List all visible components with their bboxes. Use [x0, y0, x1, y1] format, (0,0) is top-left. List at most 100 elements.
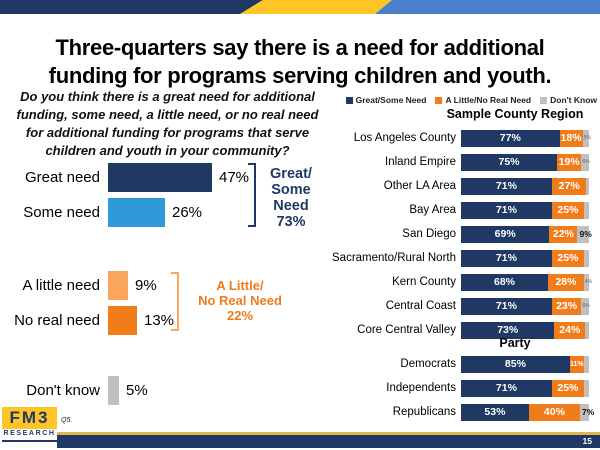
stacked-row-label: Sacramento/Rural North: [332, 252, 456, 264]
segment-great-value: 77%: [499, 132, 521, 144]
segment-great-value: 71%: [495, 252, 517, 264]
stacked-row-label: Other LA Area: [383, 180, 456, 192]
segment-little-noreal: [551, 380, 584, 397]
legend-label: Don't Know: [550, 95, 597, 105]
legend-item-little-noreal: A Little/No Real Need: [435, 95, 531, 105]
stacked-row-label: Central Coast: [385, 300, 456, 312]
segment-little-value: 25%: [557, 382, 579, 394]
stacked-row-label: Republicans: [392, 406, 456, 418]
segment-great-some: [461, 298, 552, 315]
stacked-row-label: Democrats: [400, 358, 456, 370]
survey-question-line: Do you think there is a great need for a…: [20, 89, 315, 104]
left-chart-bar: [108, 306, 137, 335]
banner-gold-stripe: [240, 0, 392, 14]
footer-gold-line: [57, 432, 600, 435]
segment-little-value: 11%: [570, 361, 584, 368]
stacked-row-label: Bay Area: [409, 204, 456, 216]
segment-great-some: [461, 404, 529, 421]
left-chart-category-label: A little need: [22, 277, 100, 294]
stacked-row-label: Kern County: [392, 276, 456, 288]
segment-dk-value: 7%: [582, 407, 595, 417]
segment-great-value: 85%: [504, 358, 526, 370]
segment-little-noreal: [559, 130, 583, 147]
left-chart-category-label: Great need: [24, 169, 100, 186]
segment-great-some: [461, 274, 549, 291]
segment-little-value: 18%: [560, 132, 582, 144]
survey-question-line: children and youth in your community?: [45, 143, 290, 158]
survey-question: Do you think there is a great need for a…: [5, 88, 330, 160]
segment-little-value: 40%: [543, 406, 565, 418]
legend-label: Great/Some Need: [355, 95, 427, 105]
segment-great-value: 69%: [494, 228, 516, 240]
segment-great-value: 71%: [495, 180, 517, 192]
segment-little-value: 28%: [555, 276, 577, 288]
left-chart-bar-value: 26%: [172, 204, 203, 221]
group-bracket-label: Great/Some Need 73%: [270, 166, 312, 230]
segment-dont-know: [580, 404, 589, 421]
segment-dont-know: [583, 356, 589, 373]
segment-little-value: 25%: [557, 252, 579, 264]
left-chart-bar-value: 47%: [219, 169, 250, 186]
chart-legend: Great/Some Need A Little/No Real Need Do…: [340, 94, 597, 106]
left-chart-bar-value: 9%: [135, 277, 157, 294]
stacked-row-label: Core Central Valley: [357, 324, 456, 336]
segment-little-noreal: [551, 250, 584, 267]
segment-dont-know: [583, 250, 589, 267]
segment-little-noreal: [551, 298, 582, 315]
left-chart-category-label: Some need: [23, 204, 100, 221]
segment-little-noreal: [557, 154, 582, 171]
segment-dk-value: 6%: [582, 303, 590, 309]
page-number: 15: [582, 436, 592, 446]
segment-dont-know: [581, 154, 589, 171]
footer-navy-bar: 15: [57, 435, 600, 448]
segment-great-value: 71%: [495, 382, 517, 394]
legend-swatch-gray: [540, 96, 548, 104]
left-chart-bar: [108, 271, 128, 300]
segment-great-value: 73%: [497, 324, 519, 336]
fm3-logo-underline: [2, 440, 57, 442]
segment-great-some: [461, 130, 560, 147]
segment-dont-know: [582, 130, 589, 147]
slide-title-line2: funding for programs serving children an…: [48, 62, 552, 88]
left-chart-bar-value: 5%: [126, 382, 148, 399]
segment-little-noreal: [551, 178, 587, 195]
legend-label: A Little/No Real Need: [445, 95, 532, 105]
left-chart-bar: [108, 163, 212, 192]
segment-little-noreal: [548, 274, 584, 291]
segment-great-some: [461, 154, 557, 171]
segment-dk-value: 9%: [579, 229, 592, 239]
legend-swatch-orange: [435, 96, 443, 104]
segment-little-value: 24%: [559, 324, 581, 336]
stacked-row-label: San Diego: [402, 228, 456, 240]
segment-little-noreal: [551, 202, 584, 219]
banner-navy-stripe: [0, 0, 263, 14]
survey-question-line: for additional funding for programs that…: [25, 125, 310, 140]
left-chart-bar: [108, 198, 165, 227]
left-chart-category-label: No real need: [14, 312, 100, 329]
segment-little-noreal: [554, 322, 586, 339]
fm3-logo-text: FM3: [9, 408, 50, 427]
segment-great-value: 71%: [495, 300, 517, 312]
segment-great-value: 71%: [495, 204, 517, 216]
segment-dk-value: 4%: [584, 279, 593, 285]
left-chart-bar: [108, 376, 119, 405]
segment-little-noreal: [528, 404, 581, 421]
segment-great-some: [461, 178, 552, 195]
segment-great-some: [461, 202, 552, 219]
segment-dk-value: 5%: [583, 135, 591, 141]
segment-little-value: 25%: [557, 204, 579, 216]
banner-blue-stripe: [375, 0, 600, 14]
section-header: Sample County Region: [446, 107, 584, 121]
legend-item-dont-know: Don't Know: [540, 95, 597, 105]
group-bracket: [248, 163, 256, 227]
segment-great-value: 68%: [494, 276, 516, 288]
survey-question-line: funding, some need, a little need, or no…: [16, 107, 319, 122]
segment-dont-know: [586, 178, 589, 195]
segment-dont-know: [583, 274, 589, 291]
segment-little-noreal: [549, 226, 578, 243]
group-bracket-label: A Little/No Real Need 22%: [198, 278, 282, 323]
segment-great-value: 75%: [498, 156, 520, 168]
segment-little-value: 27%: [558, 180, 580, 192]
